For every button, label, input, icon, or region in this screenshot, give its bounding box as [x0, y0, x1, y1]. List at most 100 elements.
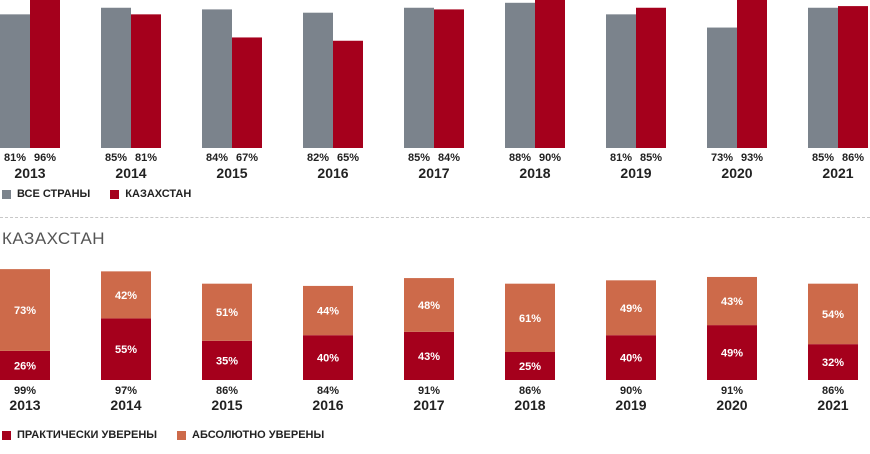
value-label-all-2017: 85% [408, 152, 430, 164]
year-label-bottom-2017: 2017 [413, 397, 444, 413]
bar-practical-2021 [808, 344, 858, 380]
bar-absolute-2014 [101, 271, 151, 319]
value-label-practical-2017: 43% [418, 351, 440, 363]
bar-all-2015 [202, 9, 232, 149]
year-label-bottom-2019: 2019 [615, 397, 646, 413]
bar-kz-2020 [737, 0, 767, 148]
bar-all-2019 [606, 14, 636, 148]
bar-kz-2018 [535, 0, 565, 148]
value-label-absolute-2019: 49% [620, 303, 642, 315]
year-label-2014: 2014 [115, 165, 146, 181]
bar-kz-2015 [232, 37, 262, 149]
section-title: КАЗАХСТАН [2, 229, 106, 248]
year-label-2020: 2020 [721, 165, 752, 181]
value-label-all-2015: 84% [206, 152, 228, 164]
year-label-2013: 2013 [14, 165, 45, 181]
bar-practical-2018 [505, 352, 555, 380]
year-label-2018: 2018 [519, 165, 550, 181]
legend-swatch-practical [2, 430, 11, 440]
bar-absolute-2015 [202, 283, 252, 341]
year-label-2019: 2019 [620, 165, 651, 181]
bar-absolute-2018 [505, 283, 555, 352]
value-label-kz-2018: 90% [539, 152, 561, 164]
year-label-2016: 2016 [317, 165, 348, 181]
bar-practical-2020 [707, 325, 757, 380]
value-label-practical-2014: 55% [115, 344, 137, 356]
bar-practical-2017 [404, 331, 454, 380]
value-label-kz-2020: 93% [741, 152, 763, 164]
value-label-kz-2013: 96% [34, 152, 56, 164]
bar-all-2020 [707, 27, 737, 148]
total-label-2013: 99% [14, 385, 36, 397]
value-label-kz-2014: 81% [135, 152, 157, 164]
total-label-2018: 86% [519, 385, 541, 397]
bar-all-2014 [101, 7, 131, 148]
value-label-practical-2018: 25% [519, 361, 541, 373]
year-label-bottom-2015: 2015 [211, 397, 242, 413]
value-label-practical-2013: 26% [14, 360, 36, 372]
bar-all-2018 [505, 2, 535, 148]
bar-practical-2013 [0, 350, 50, 380]
total-label-2020: 91% [721, 385, 743, 397]
value-label-practical-2020: 49% [721, 348, 743, 360]
value-label-practical-2016: 40% [317, 353, 339, 365]
value-label-all-2021: 85% [812, 152, 834, 164]
bar-absolute-2020 [707, 276, 757, 326]
bar-practical-2014 [101, 318, 151, 380]
top-legend: ВСЕ СТРАНЫ КАЗАХСТАН [2, 188, 191, 200]
bar-kz-2021 [838, 6, 868, 148]
year-label-bottom-2018: 2018 [514, 397, 545, 413]
bottom-stacked-chart: 26%73%99%201355%42%97%201435%51%86%20154… [0, 269, 858, 413]
total-label-2015: 86% [216, 385, 238, 397]
bar-absolute-2016 [303, 285, 353, 336]
value-label-kz-2017: 84% [438, 152, 460, 164]
total-label-2014: 97% [115, 385, 137, 397]
value-label-practical-2019: 40% [620, 353, 642, 365]
bar-practical-2015 [202, 340, 252, 380]
bar-all-2013 [0, 14, 30, 148]
value-label-absolute-2014: 42% [115, 290, 137, 302]
bottom-legend: ПРАКТИЧЕСКИ УВЕРЕНЫ АБСОЛЮТНО УВЕРЕНЫ [2, 429, 324, 441]
value-label-practical-2015: 35% [216, 355, 238, 367]
legend-swatch-kz [110, 189, 120, 199]
bar-all-2016 [303, 12, 333, 149]
bar-kz-2013 [30, 0, 60, 148]
value-label-kz-2016: 65% [337, 152, 359, 164]
value-label-absolute-2016: 44% [317, 306, 339, 318]
bar-absolute-2013 [0, 269, 50, 351]
legend-label-practical: ПРАКТИЧЕСКИ УВЕРЕНЫ [17, 429, 158, 441]
total-label-2021: 86% [822, 385, 844, 397]
value-label-all-2019: 81% [610, 152, 632, 164]
value-label-all-2016: 82% [307, 152, 329, 164]
legend-swatch-absolute [177, 430, 187, 440]
section-divider [0, 217, 870, 218]
value-label-absolute-2020: 43% [721, 296, 743, 308]
year-label-2017: 2017 [418, 165, 449, 181]
year-label-2021: 2021 [822, 165, 853, 181]
year-label-bottom-2021: 2021 [817, 397, 848, 413]
value-label-kz-2021: 86% [842, 152, 864, 164]
year-label-2015: 2015 [216, 165, 247, 181]
value-label-all-2020: 73% [711, 152, 733, 164]
bar-all-2017 [404, 7, 434, 148]
total-label-2019: 90% [620, 385, 642, 397]
bar-practical-2019 [606, 335, 656, 380]
legend-label-kz: КАЗАХСТАН [125, 188, 192, 200]
bar-kz-2016 [333, 40, 363, 148]
value-label-practical-2021: 32% [822, 357, 844, 369]
bar-absolute-2017 [404, 278, 454, 332]
year-label-bottom-2013: 2013 [9, 397, 40, 413]
value-label-all-2014: 85% [105, 152, 127, 164]
bar-absolute-2021 [808, 283, 858, 345]
value-label-absolute-2018: 61% [519, 313, 541, 325]
legend-label-all: ВСЕ СТРАНЫ [17, 188, 91, 200]
total-label-2017: 91% [418, 385, 440, 397]
value-label-absolute-2013: 73% [14, 305, 36, 317]
value-label-kz-2019: 85% [640, 152, 662, 164]
bar-kz-2014 [131, 14, 161, 148]
year-label-bottom-2020: 2020 [716, 397, 747, 413]
legend-swatch-all [2, 189, 11, 199]
value-label-absolute-2015: 51% [216, 307, 238, 319]
bar-all-2021 [808, 7, 838, 148]
value-label-all-2013: 81% [4, 152, 26, 164]
